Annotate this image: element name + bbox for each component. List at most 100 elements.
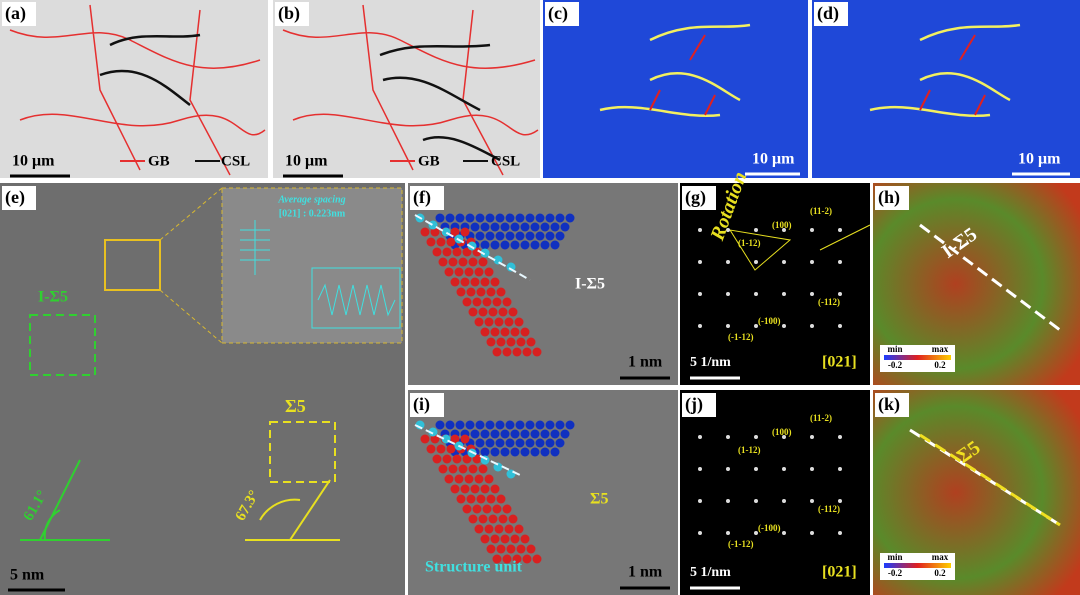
atom bbox=[482, 504, 492, 514]
colorbar-label: min bbox=[887, 344, 902, 354]
atom bbox=[530, 429, 540, 439]
atom bbox=[485, 231, 495, 241]
spot bbox=[754, 531, 758, 535]
atom bbox=[472, 297, 482, 307]
angle-marker bbox=[20, 459, 110, 541]
spot-label: (-1-12) bbox=[728, 332, 754, 342]
atom bbox=[426, 444, 436, 454]
panel-g bbox=[680, 183, 870, 385]
atom bbox=[460, 227, 470, 237]
boundary-box bbox=[29, 314, 96, 376]
atom bbox=[480, 327, 490, 337]
atom bbox=[450, 484, 460, 494]
spot bbox=[726, 324, 730, 328]
label-box bbox=[2, 2, 36, 26]
atom bbox=[540, 429, 550, 439]
atom bbox=[480, 484, 490, 494]
atom bbox=[446, 237, 456, 247]
label-box bbox=[814, 2, 848, 26]
spot bbox=[754, 292, 758, 296]
atom bbox=[535, 231, 545, 241]
label-box bbox=[682, 393, 716, 417]
spot bbox=[838, 531, 842, 535]
spot bbox=[838, 499, 842, 503]
atom bbox=[428, 220, 438, 230]
spot bbox=[698, 292, 702, 296]
atom bbox=[485, 420, 495, 430]
atom bbox=[505, 213, 515, 223]
scale-bar-label: 1 nm bbox=[628, 564, 663, 581]
atom bbox=[520, 447, 530, 457]
legend-label: CSL bbox=[221, 153, 250, 169]
atom bbox=[520, 240, 530, 250]
spot-label: (-112) bbox=[818, 297, 840, 307]
spot bbox=[698, 324, 702, 328]
atom bbox=[484, 474, 494, 484]
panel-label: (d) bbox=[817, 3, 839, 24]
atom bbox=[500, 222, 510, 232]
scale-bar-label: 10 μm bbox=[12, 153, 55, 170]
atom bbox=[455, 420, 465, 430]
panel-label: (i) bbox=[413, 394, 430, 415]
atom bbox=[510, 447, 520, 457]
profile bbox=[317, 283, 396, 317]
atom bbox=[450, 434, 460, 444]
atom bbox=[478, 307, 488, 317]
atom bbox=[476, 494, 486, 504]
atom bbox=[516, 337, 526, 347]
atom bbox=[480, 222, 490, 232]
label-box bbox=[275, 2, 309, 26]
atom bbox=[526, 337, 536, 347]
atom bbox=[545, 213, 555, 223]
atom bbox=[525, 213, 535, 223]
atom bbox=[456, 494, 466, 504]
atom bbox=[504, 524, 514, 534]
atom bbox=[472, 454, 482, 464]
legend-swatch bbox=[195, 160, 220, 162]
atom bbox=[466, 494, 476, 504]
spot-label: (1-12) bbox=[738, 445, 761, 455]
spot bbox=[838, 260, 842, 264]
atom bbox=[485, 213, 495, 223]
atom bbox=[462, 504, 472, 514]
inset-title: Average spacing bbox=[277, 194, 345, 205]
spot bbox=[698, 531, 702, 535]
atom bbox=[495, 438, 505, 448]
spot-label: (11-2) bbox=[810, 413, 832, 423]
atom bbox=[478, 514, 488, 524]
boundary-box bbox=[269, 421, 336, 483]
atom bbox=[525, 438, 535, 448]
atom bbox=[516, 544, 526, 554]
atom bbox=[560, 429, 570, 439]
atom bbox=[495, 213, 505, 223]
atom bbox=[514, 524, 524, 534]
panel-label: (f) bbox=[413, 187, 431, 208]
atom bbox=[550, 240, 560, 250]
spot bbox=[698, 260, 702, 264]
atom bbox=[525, 420, 535, 430]
scale-bar-label: 10 μm bbox=[1018, 151, 1061, 168]
atom bbox=[472, 247, 482, 257]
atom bbox=[460, 277, 470, 287]
spot bbox=[782, 435, 786, 439]
spot bbox=[810, 499, 814, 503]
atom bbox=[515, 231, 525, 241]
atom bbox=[492, 504, 502, 514]
atom bbox=[458, 464, 468, 474]
atom bbox=[532, 347, 542, 357]
atom bbox=[494, 524, 504, 534]
spot bbox=[782, 292, 786, 296]
colorbar-label: 0.2 bbox=[934, 360, 946, 370]
atom bbox=[494, 317, 504, 327]
atom bbox=[532, 554, 542, 564]
legend-label: GB bbox=[148, 153, 170, 169]
atom bbox=[506, 337, 516, 347]
atom bbox=[555, 213, 565, 223]
atom bbox=[462, 297, 472, 307]
spot bbox=[782, 260, 786, 264]
atom bbox=[462, 454, 472, 464]
spot-label: (-1-12) bbox=[728, 539, 754, 549]
spot bbox=[838, 228, 842, 232]
atom bbox=[492, 297, 502, 307]
